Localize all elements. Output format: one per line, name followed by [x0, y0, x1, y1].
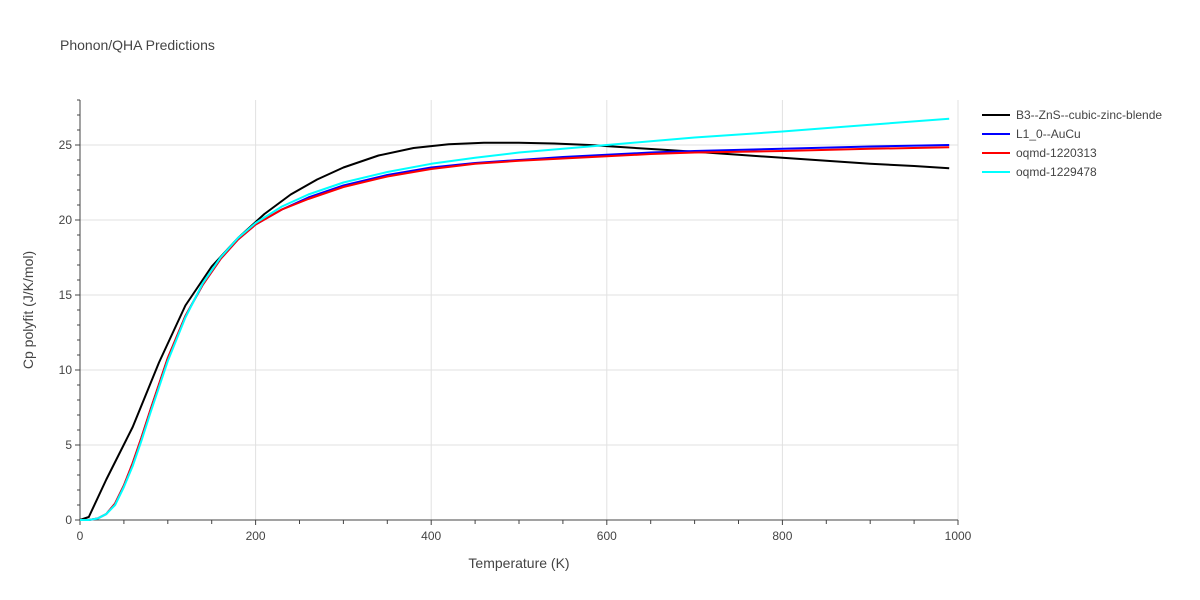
x-axis-title: Temperature (K) [468, 555, 569, 571]
x-tick-label: 0 [77, 529, 84, 543]
legend: B3--ZnS--cubic-zinc-blende L1_0--AuCuoqmd… [982, 108, 1162, 179]
series-line-3 [80, 146, 950, 521]
x-tick-label: 200 [246, 529, 266, 543]
y-tick-label: 10 [59, 363, 73, 377]
x-tick-label: 400 [421, 529, 441, 543]
legend-label-4: oqmd-1229478 [1016, 165, 1097, 179]
legend-label-1: B3--ZnS--cubic-zinc-blende [1016, 108, 1162, 122]
y-axis-title: Cp polyfit (J/K/mol) [20, 251, 36, 369]
legend-label-3: oqmd-1220313 [1016, 146, 1097, 160]
y-tick-label: 5 [65, 438, 72, 452]
y-tick-label: 20 [59, 213, 73, 227]
y-tick-label: 0 [65, 513, 72, 527]
x-tick-label: 800 [772, 529, 792, 543]
series-line-2 [80, 144, 950, 521]
grid [80, 100, 959, 520]
x-tick-label: 1000 [945, 529, 972, 543]
chart-title: Phonon/QHA Predictions [60, 37, 215, 53]
y-tick-label: 15 [59, 288, 73, 302]
axes: 0 200 400 600 800 1000 0 5 10 15 20 25 [59, 99, 972, 543]
plot-area [79, 117, 950, 521]
legend-label-2: L1_0--AuCu [1016, 127, 1081, 141]
y-tick-label: 25 [59, 138, 73, 152]
series-line-4 [80, 117, 950, 521]
x-tick-label: 600 [597, 529, 617, 543]
series-line-1 [79, 141, 950, 521]
